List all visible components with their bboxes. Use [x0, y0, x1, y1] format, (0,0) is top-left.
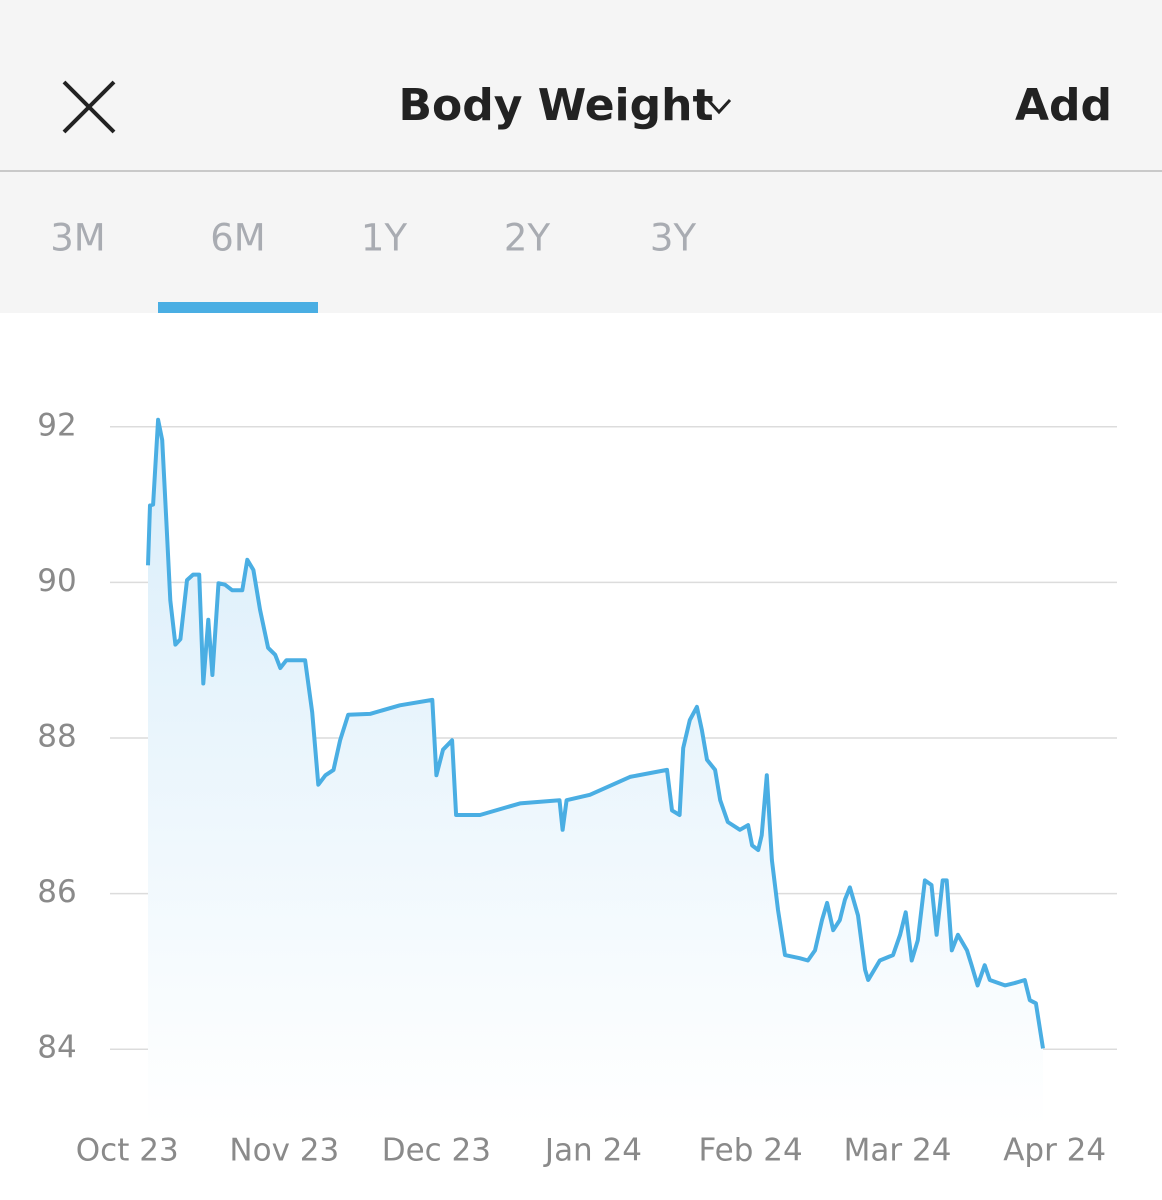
y-tick-label: 90 — [37, 563, 76, 599]
x-tick-label: Oct 23 — [76, 1133, 179, 1169]
close-button[interactable] — [62, 80, 116, 134]
x-tick-label: Mar 24 — [844, 1133, 952, 1169]
area-fill — [148, 419, 1043, 1127]
close-icon — [62, 80, 116, 134]
y-tick-label: 92 — [37, 407, 76, 443]
y-tick-label: 86 — [37, 874, 76, 910]
tab[interactable]: 3Y — [650, 217, 697, 260]
tab-indicator — [158, 302, 318, 313]
tab[interactable]: 2Y — [504, 217, 551, 260]
add-button[interactable]: Add — [1015, 80, 1112, 131]
y-tick-label: 88 — [37, 719, 76, 755]
y-tick-label: 84 — [37, 1030, 76, 1066]
x-tick-label: Dec 23 — [382, 1133, 491, 1169]
line — [146, 417, 1045, 1049]
header-background — [0, 0, 1162, 313]
chart: 84 86 88 90 92 Oct 23 Nov 23 Dec 23 Jan 24 Feb 24… — [37, 407, 1117, 1169]
x-tick-label: Jan 24 — [543, 1133, 642, 1169]
x-tick-label: Apr 24 — [1003, 1133, 1106, 1169]
tab[interactable]: 1Y — [361, 217, 408, 260]
dropdown-chevron[interactable] — [706, 98, 732, 115]
x-tick-label: Nov 23 — [229, 1133, 339, 1169]
title[interactable]: Body Weight — [398, 80, 713, 131]
tabs: 3M 6M 1Y 2Y 3Y — [50, 217, 697, 313]
tab[interactable]: 6M — [210, 217, 265, 260]
tab[interactable]: 3M — [50, 217, 105, 260]
x-tick-label: Feb 24 — [698, 1133, 802, 1169]
